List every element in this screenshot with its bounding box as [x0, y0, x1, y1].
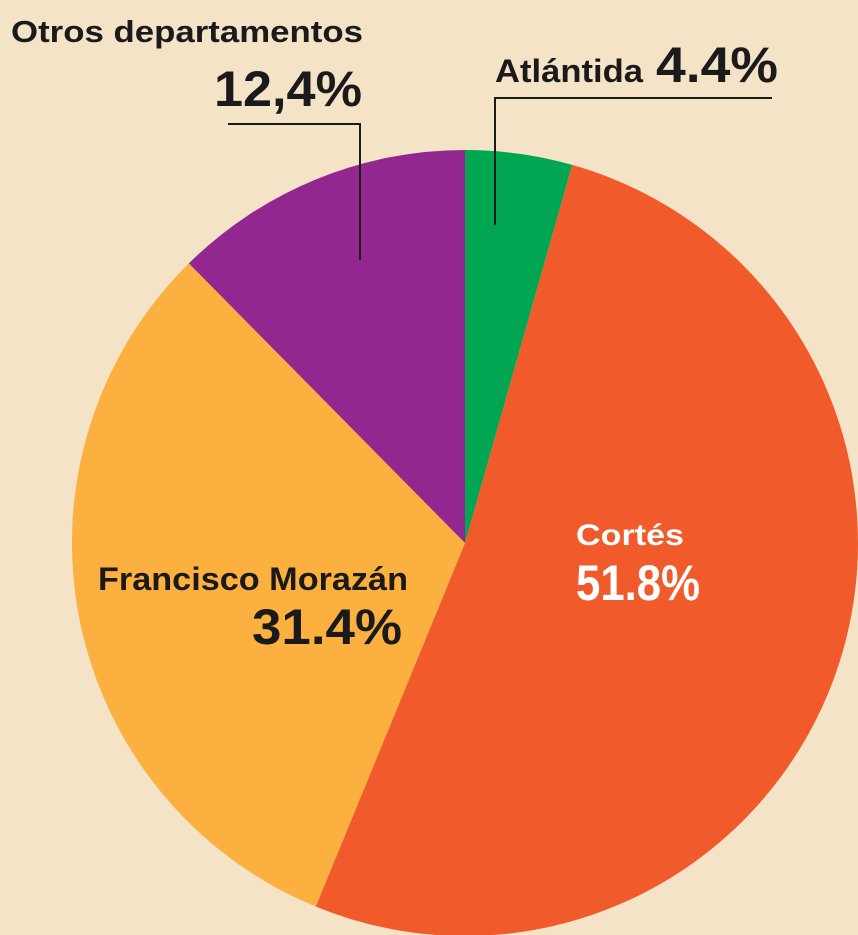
category-label: Atlántida	[495, 53, 643, 89]
pie-slice	[315, 164, 858, 935]
value-label: 51.8%	[576, 555, 700, 611]
leader-line	[228, 123, 361, 260]
pie	[71, 150, 858, 935]
category-label: Francisco Morazán	[98, 561, 408, 597]
category-label: Otros departamentos	[11, 14, 363, 49]
category-label: Cortés	[576, 519, 684, 552]
pie-slice	[71, 263, 465, 907]
value-label: 4.4%	[656, 37, 778, 93]
leader-line	[494, 97, 772, 225]
pie-slice	[188, 150, 465, 543]
pie-slice	[465, 150, 573, 543]
value-label: 12,4%	[214, 61, 362, 117]
value-label: 31.4%	[252, 599, 402, 655]
